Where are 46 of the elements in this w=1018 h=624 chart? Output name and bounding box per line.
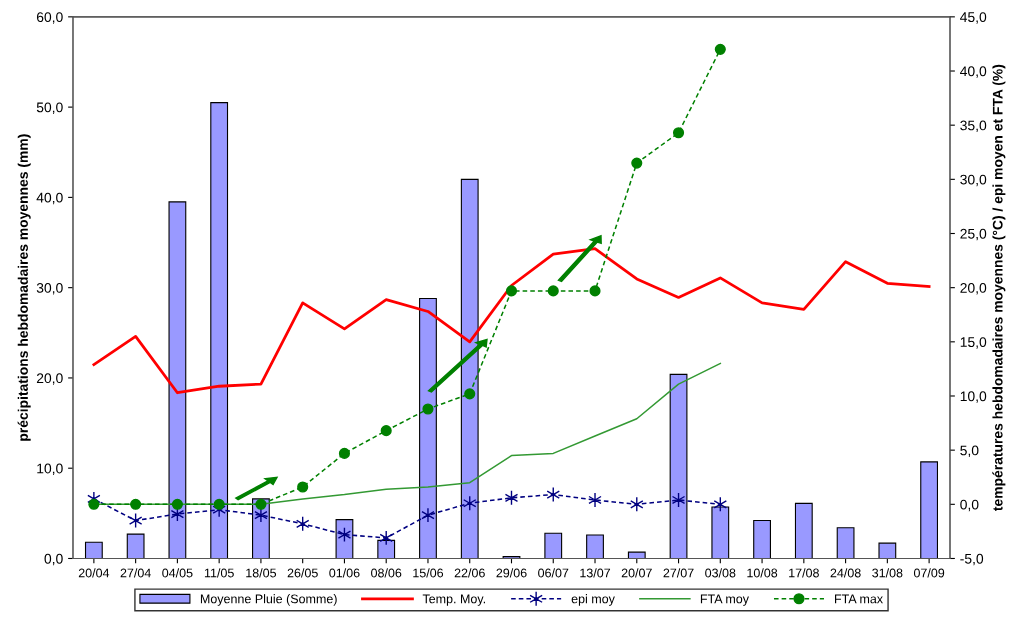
- y-axis-title: précipitations hebdomadaires moyennes (mm): [17, 134, 31, 441]
- x-tick-label: 20/04: [78, 568, 110, 578]
- x-tick-label: 26/05: [287, 568, 318, 578]
- legend-label: FTA max: [835, 594, 883, 604]
- x-tick-label: 29/06: [496, 568, 527, 578]
- x-tick-label: 24/08: [830, 568, 861, 578]
- x-tick-label: 20/07: [621, 568, 652, 578]
- x-tick-label: 17/08: [789, 568, 819, 578]
- y2-tick-label: 10,0: [960, 391, 987, 403]
- y2-tick-label: 40,0: [960, 66, 987, 78]
- x-tick-label: 27/07: [663, 568, 694, 578]
- y2-tick-label: 0,0: [960, 499, 979, 512]
- x-tick-label: 27/04: [120, 568, 151, 578]
- x-tick-label: 31/08: [872, 568, 903, 578]
- x-tick-label: 04/05: [162, 568, 193, 578]
- y2-tick-label: -5,0: [960, 553, 984, 566]
- y-tick-label: 50,0: [36, 102, 63, 114]
- x-tick-label: 08/06: [371, 568, 402, 578]
- x-tick-label: 01/06: [329, 568, 360, 578]
- legend-label: Moyenne Pluie (Somme): [200, 594, 337, 606]
- y-tick-label: 40,0: [36, 192, 63, 205]
- y-tick-label: 10,0: [37, 463, 63, 476]
- x-tick-label: 18/05: [246, 568, 277, 578]
- legend-label: FTA moy: [700, 594, 749, 606]
- y2-tick-label: 20,0: [960, 283, 987, 295]
- y2-tick-label: 30,0: [960, 174, 987, 187]
- legend-label: Temp. Moy.: [422, 594, 485, 606]
- x-tick-label: 13/07: [580, 568, 611, 578]
- y2-tick-label: 45,0: [960, 12, 987, 24]
- y-tick-label: 30,0: [36, 283, 63, 295]
- y2-tick-label: 25,0: [960, 228, 987, 241]
- y2-tick-label: 35,0: [960, 120, 987, 132]
- legend-label: epi moy: [571, 594, 615, 606]
- y2-tick-label: 15,0: [960, 337, 987, 349]
- y-tick-label: 20,0: [36, 373, 63, 385]
- x-tick-label: 10/08: [747, 568, 778, 578]
- x-tick-label: 06/07: [538, 568, 569, 578]
- y-tick-label: 0,0: [44, 553, 63, 566]
- y2-axis-title: températures hebdomadaires moyennes (°C) / epi moyen et FTA (%): [992, 64, 1006, 511]
- x-tick-label: 07/09: [913, 568, 945, 578]
- x-tick-label: 03/08: [705, 568, 736, 578]
- y-tick-label: 60,0: [36, 12, 63, 24]
- x-tick-label: 15/06: [413, 568, 444, 578]
- x-tick-label: 11/05: [204, 568, 234, 578]
- x-tick-label: 22/06: [454, 568, 485, 578]
- y2-tick-label: 5,0: [960, 445, 979, 457]
